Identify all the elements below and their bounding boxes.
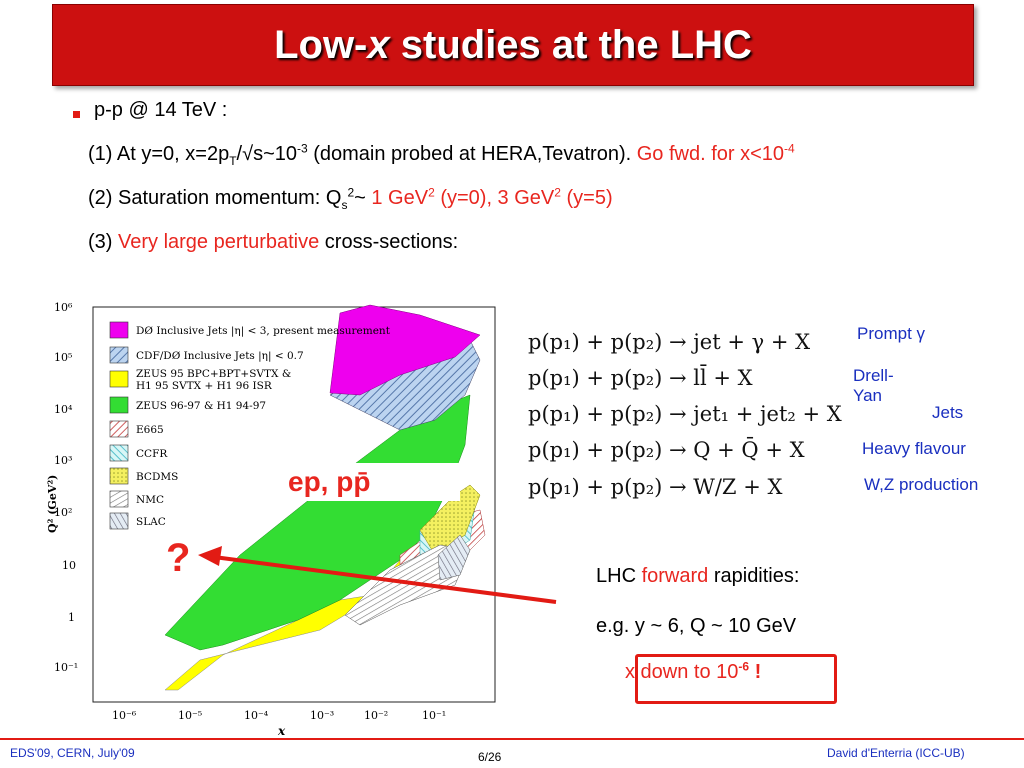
kinematic-plot: DØ Inclusive Jets |η| < 3, present measu… [40, 295, 500, 740]
legend-label-zeus95a: ZEUS 95 BPC+BPT+SVTX & [136, 368, 291, 380]
plot-legend: DØ Inclusive Jets |η| < 3, present measu… [109, 321, 391, 530]
legend-swatch-zeus96 [109, 396, 129, 414]
legend-label-zeus95b: H1 95 SVTX + H1 96 ISR [136, 380, 273, 392]
line-2: (2) Saturation momentum: Qs2~ 1 GeV2 (y=… [88, 185, 613, 212]
equation-drell-yan: p(p₁) + p(p₂) → ll̄ + X [528, 366, 753, 390]
slide-title: Low-x studies at the LHC [274, 22, 752, 67]
lhc-example-text: e.g. y ~ 6, Q ~ 10 GeV [596, 615, 797, 637]
label-jets: Jets [932, 403, 964, 422]
legend-swatch-ccfr [109, 444, 129, 462]
x-down-box [635, 654, 837, 704]
line-1: (1) At y=0, x=2pT/√s~10-3 (domain probed… [88, 141, 795, 168]
y-tick-label: 10² [54, 506, 72, 519]
question-mark: ? [166, 536, 190, 580]
x-tick-label: 10⁻⁶ [112, 709, 137, 722]
x-axis: 10⁻⁶ 10⁻⁵ 10⁻⁴ 10⁻³ 10⁻² 10⁻¹ x [112, 709, 446, 738]
bullet-square-icon [73, 111, 80, 118]
footer-rule [0, 738, 1024, 740]
x-tick-label: 10⁻¹ [422, 709, 446, 722]
y-tick-label: 10⁴ [54, 403, 73, 416]
footer-page-number: 6/26 [478, 750, 502, 764]
legend-label-slac: SLAC [136, 516, 166, 528]
ep-label-background [278, 463, 460, 501]
d0-jets-region [329, 304, 481, 396]
equation-jets: p(p₁) + p(p₂) → jet₁ + jet₂ + X [528, 402, 842, 426]
title-bar: Low-x studies at the LHC [52, 4, 974, 86]
lhc-forward-text: LHC forward rapidities: [596, 565, 800, 587]
legend-swatch-bcdms [109, 467, 129, 485]
x-down-text: x down to 10-6 ! [625, 659, 762, 683]
y-tick-label: 10⁶ [54, 301, 73, 314]
legend-label-e665: E665 [136, 424, 164, 436]
equation-prompt-photon: p(p₁) + p(p₂) → jet + γ + X [528, 330, 811, 354]
label-drell-yan: Drell-Yan [853, 366, 894, 405]
legend-swatch-zeus95 [109, 370, 129, 388]
legend-label-bcdms: BCDMS [136, 471, 178, 483]
footer-left: EDS'09, CERN, July'09 [10, 746, 135, 760]
x-tick-label: 10⁻⁵ [178, 709, 202, 722]
legend-label-cdf: CDF/DØ Inclusive Jets |η| < 0.7 [136, 350, 304, 363]
bullet-text: p-p @ 14 TeV : [94, 99, 228, 121]
legend-label-nmc: NMC [136, 494, 164, 506]
legend-swatch-cdf [109, 346, 129, 364]
ep-ppbar-label: ep, pp̄ [288, 466, 370, 497]
legend-label-ccfr: CCFR [136, 448, 168, 460]
plot-frame [92, 306, 496, 703]
x-tick-label: 10⁻⁴ [244, 709, 269, 722]
x-tick-label: 10⁻³ [310, 709, 334, 722]
y-axis: 10⁶ 10⁵ 10⁴ 10³ 10² 10 1 10⁻¹ Q² (GeV²) [46, 301, 78, 674]
x-tick-label: 10⁻² [364, 709, 388, 722]
legend-label-d0: DØ Inclusive Jets |η| < 3, present measu… [136, 325, 391, 338]
equation-heavy-flavour: p(p₁) + p(p₂) → Q + Q̄ + X [528, 438, 805, 462]
y-axis-label: Q² (GeV²) [46, 475, 59, 533]
label-wz-production: W,Z production [864, 475, 979, 494]
y-tick-label: 10 [62, 559, 76, 572]
legend-swatch-slac [109, 512, 129, 530]
label-heavy-flavour: Heavy flavour [862, 439, 966, 458]
footer-right: David d'Enterria (ICC-UB) [827, 746, 965, 760]
legend-swatch-e665 [109, 420, 129, 438]
y-tick-label: 10³ [54, 454, 72, 467]
label-prompt-photon: Prompt γ [857, 324, 926, 343]
x-axis-label: x [277, 724, 286, 738]
equation-wz: p(p₁) + p(p₂) → W/Z + X [528, 475, 783, 499]
y-tick-label: 1 [68, 611, 75, 624]
y-tick-label: 10⁵ [54, 351, 72, 364]
line-3: (3) Very large perturbative cross-sectio… [88, 231, 459, 253]
y-tick-label: 10⁻¹ [54, 661, 78, 674]
legend-swatch-d0 [109, 321, 129, 339]
legend-swatch-nmc [109, 490, 129, 508]
legend-label-zeus96: ZEUS 96-97 & H1 94-97 [136, 400, 266, 412]
